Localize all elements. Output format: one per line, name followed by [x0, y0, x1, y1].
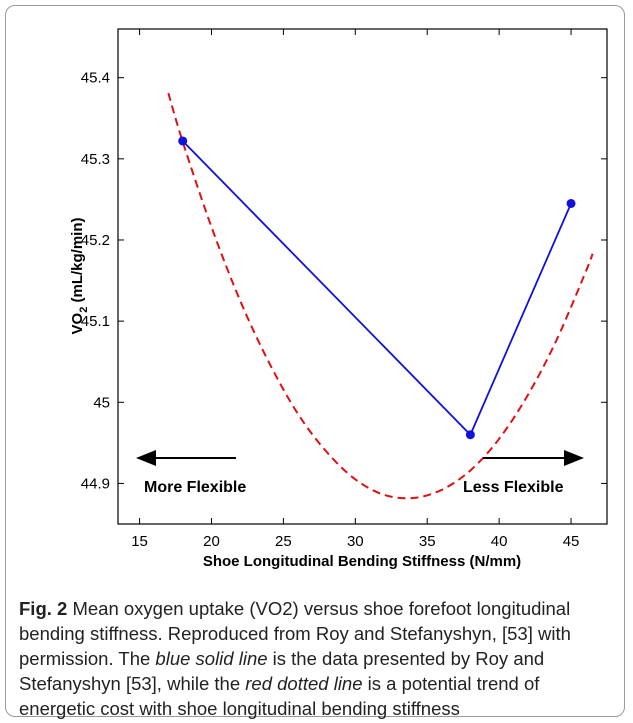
- y-tick-label: 44.9: [81, 475, 110, 492]
- y-axis-label-tail: (mL/kg/min): [69, 218, 86, 307]
- caption-label: Fig. 2: [19, 598, 68, 619]
- more-flexible-label: More Flexible: [144, 479, 246, 496]
- y-axis-label: VO2 (mL/kg/min): [69, 218, 90, 335]
- y-axis-label-sub: 2: [78, 307, 90, 313]
- caption-emphasis-red: red dotted line: [245, 673, 363, 694]
- more-flexible-annotation: More Flexible: [136, 450, 246, 496]
- caption-text-2: is the data presented by Roy and Stefany…: [19, 648, 545, 694]
- x-tick-label: 30: [347, 533, 364, 550]
- y-tick-label: 45: [93, 394, 110, 411]
- blue-data-point: [178, 136, 188, 146]
- caption-text-3: is a potential trend of energetic cost w…: [19, 673, 540, 719]
- x-tick-label: 15: [131, 533, 148, 550]
- y-axis-label-main: VO: [69, 312, 86, 334]
- marker-layer: [178, 136, 576, 440]
- chart: 15 20 25 30 35 40 45 44.9 45 45.1 45.2 45.3 45.4 Mo…: [69, 28, 608, 570]
- y-tick-label: 45.4: [81, 70, 110, 87]
- blue-data-point: [566, 198, 576, 208]
- y-tick-label: 45.2: [81, 232, 110, 249]
- less-flexible-label: Less Flexible: [463, 479, 564, 496]
- x-tick-label: 40: [491, 533, 508, 550]
- caption-emphasis-blue: blue solid line: [155, 648, 268, 669]
- x-axis-label: Shoe Longitudinal Bending Stiffness (N/m…: [203, 553, 521, 570]
- right-arrowhead-icon: [564, 450, 584, 466]
- x-tick-label: 45: [563, 533, 580, 550]
- figure-caption: Fig. 2 Mean oxygen uptake (VO2) versus s…: [19, 596, 619, 721]
- x-tick-label: 35: [419, 533, 436, 550]
- blue-data-point: [465, 430, 475, 440]
- x-tick-label: 20: [203, 533, 220, 550]
- caption-text-1: Mean oxygen uptake (VO2) versus shoe for…: [19, 598, 571, 669]
- left-arrowhead-icon: [136, 450, 156, 466]
- plot-area: [117, 28, 608, 525]
- y-axis: 44.9 45 45.1 45.2 45.3 45.4: [81, 70, 607, 492]
- y-tick-label: 45.1: [81, 313, 110, 330]
- x-axis: 15 20 25 30 35 40 45: [131, 29, 579, 550]
- less-flexible-annotation: Less Flexible: [463, 450, 584, 496]
- y-tick-label: 45.3: [81, 151, 110, 168]
- x-tick-label: 25: [275, 533, 292, 550]
